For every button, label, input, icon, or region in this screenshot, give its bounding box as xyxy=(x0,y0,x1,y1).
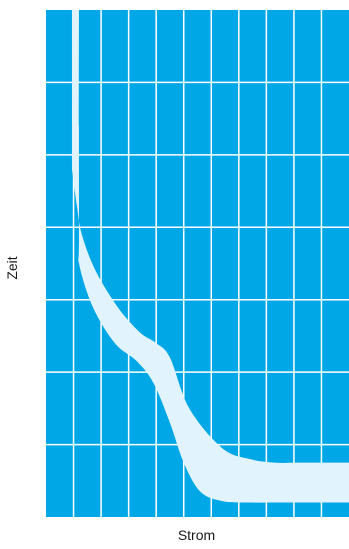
y-axis-label: Zeit xyxy=(4,256,20,280)
x-axis-label: Strom xyxy=(177,527,216,543)
